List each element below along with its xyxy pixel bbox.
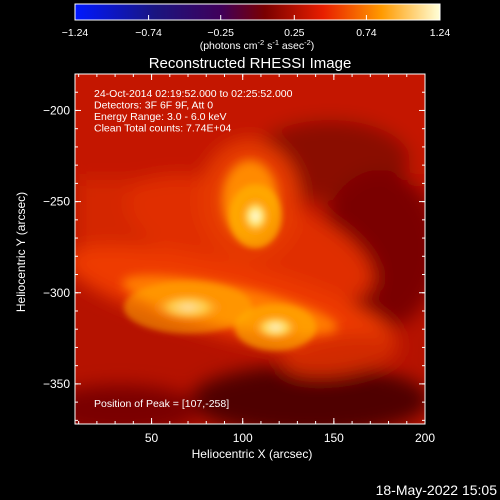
x-tick-label: 150 <box>324 431 344 445</box>
y-axis-tick-labels: −200 −250 −300 −350 <box>43 103 70 390</box>
colorbar <box>74 3 441 21</box>
chart-title: Reconstructed RHESSI Image <box>149 55 352 72</box>
y-axis-ticks <box>75 73 425 421</box>
x-tick-label: 100 <box>233 431 253 445</box>
colorbar-tick-label: 0.25 <box>284 27 305 39</box>
y-axis-label: Heliocentric Y (arcsec) <box>14 192 28 312</box>
x-tick-label: 200 <box>415 431 435 445</box>
colorbar-tick-label: −0.25 <box>207 27 234 39</box>
peak-position-text: Position of Peak = [107,-258] <box>94 398 229 410</box>
plot-frame <box>74 73 426 425</box>
y-tick-label: −250 <box>43 195 70 209</box>
source-core-0 <box>239 196 272 237</box>
y-tick-label: −350 <box>43 377 70 391</box>
colorbar-tick-label: −0.74 <box>135 27 162 39</box>
heatmap-image <box>75 74 425 424</box>
x-axis-ticks <box>78 74 426 424</box>
annotation-line: Detectors: 3F 6F 9F, Att 0 <box>94 100 213 112</box>
colorbar-tick-label: 0.74 <box>356 27 377 39</box>
footer-timestamp: 18-May-2022 15:05 <box>376 482 498 498</box>
annotations: 24-Oct-2014 02:19:52.000 to 02:25:52.000… <box>94 88 293 135</box>
annotation-line: 24-Oct-2014 02:19:52.000 to 02:25:52.000 <box>94 88 293 100</box>
source-core-2 <box>147 290 229 324</box>
y-tick-label: −200 <box>43 103 70 117</box>
colorbar-units: (photons cm-2 s-1 asec-2) <box>200 38 315 52</box>
y-tick-label: −300 <box>43 286 70 300</box>
colorbar-tick-labels: −1.24 −0.74 −0.25 0.25 0.74 1.24 <box>62 27 451 39</box>
colorbar-tick-label: 1.24 <box>430 27 451 39</box>
annotation-line: Energy Range: 3.0 - 6.0 keV <box>94 111 227 123</box>
x-axis-label: Heliocentric X (arcsec) <box>192 447 313 461</box>
colorbar-ticks <box>74 15 441 20</box>
x-tick-label: 50 <box>145 431 159 445</box>
annotation-line: Clean Total counts: 7.74E+04 <box>94 123 231 135</box>
x-axis-tick-labels: 50 100 150 200 <box>145 431 435 445</box>
colorbar-tick-label: −1.24 <box>62 27 89 39</box>
source-core-1 <box>250 312 302 342</box>
